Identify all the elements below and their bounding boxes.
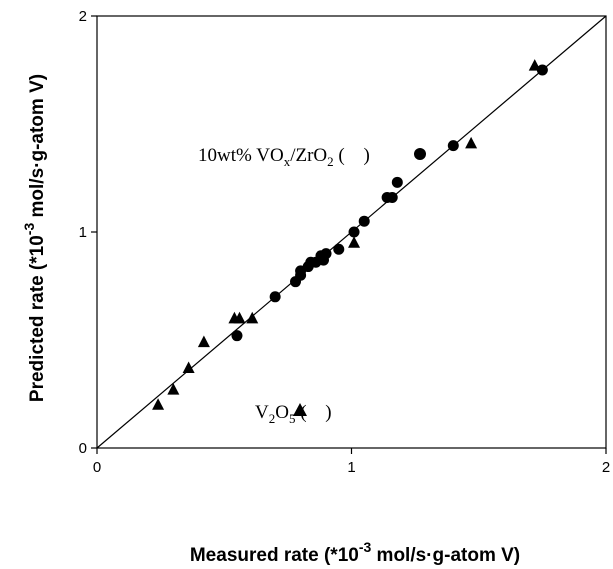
y-axis-label-sup: -3 <box>21 223 37 236</box>
data-points <box>152 59 548 410</box>
data-point-triangle <box>233 311 246 324</box>
annot-vox-sub-x: x <box>284 154 291 169</box>
annot-vox-part2: /ZrO <box>290 145 327 166</box>
data-point-triangle <box>197 335 210 348</box>
data-point-circle <box>348 226 360 238</box>
data-point-circle <box>536 64 548 76</box>
data-point-circle <box>333 243 345 255</box>
x-tick-label: 0 <box>93 459 101 476</box>
annot-vox-close: ) <box>363 145 369 166</box>
annot-vox-open: ( <box>334 145 345 166</box>
y-axis-label: Predicted rate (*10-3 mol/s·g-atom V) <box>21 74 48 402</box>
data-point-triangle <box>182 361 195 374</box>
x-axis-label-sup: -3 <box>359 539 372 555</box>
annotation-vox-zro2: 10wt% VOx/ZrO2 ( ) <box>198 145 370 169</box>
x-axis-label: Measured rate (*10-3 mol/s·g-atom V) <box>190 539 520 566</box>
annot-v2o5-sub-2: 2 <box>269 411 276 426</box>
y-axis-label-main: Predicted rate (*10 <box>27 235 48 402</box>
annot-vox-part1: 10wt% VO <box>198 145 284 166</box>
x-axis-label-main: Measured rate (*10 <box>190 545 359 566</box>
data-point-triangle <box>465 136 478 149</box>
data-point-triangle <box>528 59 541 71</box>
data-point-circle <box>391 176 403 188</box>
y-tick-label: 1 <box>79 224 87 241</box>
x-axis-label-rest: mol/s·g-atom V) <box>371 545 520 566</box>
annotation-v2o5: V2O5 ( ) <box>255 402 332 426</box>
annot-vox-sub-2: 2 <box>327 154 334 169</box>
data-point-triangle <box>152 398 165 410</box>
annot-v2o5-sub-5: 5 <box>289 411 296 426</box>
annot-v2o5-part2: O <box>275 402 289 423</box>
data-point-circle <box>386 191 398 203</box>
data-point-triangle <box>167 383 180 395</box>
data-point-circle <box>320 248 332 260</box>
x-tick-label: 1 <box>347 459 355 476</box>
y-tick-label: 0 <box>79 440 87 457</box>
data-point-triangle <box>348 236 361 248</box>
annot-v2o5-part1: V <box>255 402 269 423</box>
y-axis-label-rest: mol/s·g-atom V) <box>27 74 48 223</box>
data-point-circle <box>447 140 459 152</box>
annot-circle-marker <box>414 148 426 160</box>
axis-ticks: 0 1 2 0 1 2 <box>79 8 611 476</box>
y-tick-label: 2 <box>79 8 87 25</box>
data-point-circle <box>269 291 281 303</box>
data-point-triangle <box>246 311 259 324</box>
annot-triangle-marker <box>293 403 307 416</box>
data-point-circle <box>231 330 243 342</box>
annot-v2o5-close: ) <box>325 402 331 423</box>
x-tick-label: 2 <box>602 459 610 476</box>
data-point-circle <box>358 215 370 227</box>
